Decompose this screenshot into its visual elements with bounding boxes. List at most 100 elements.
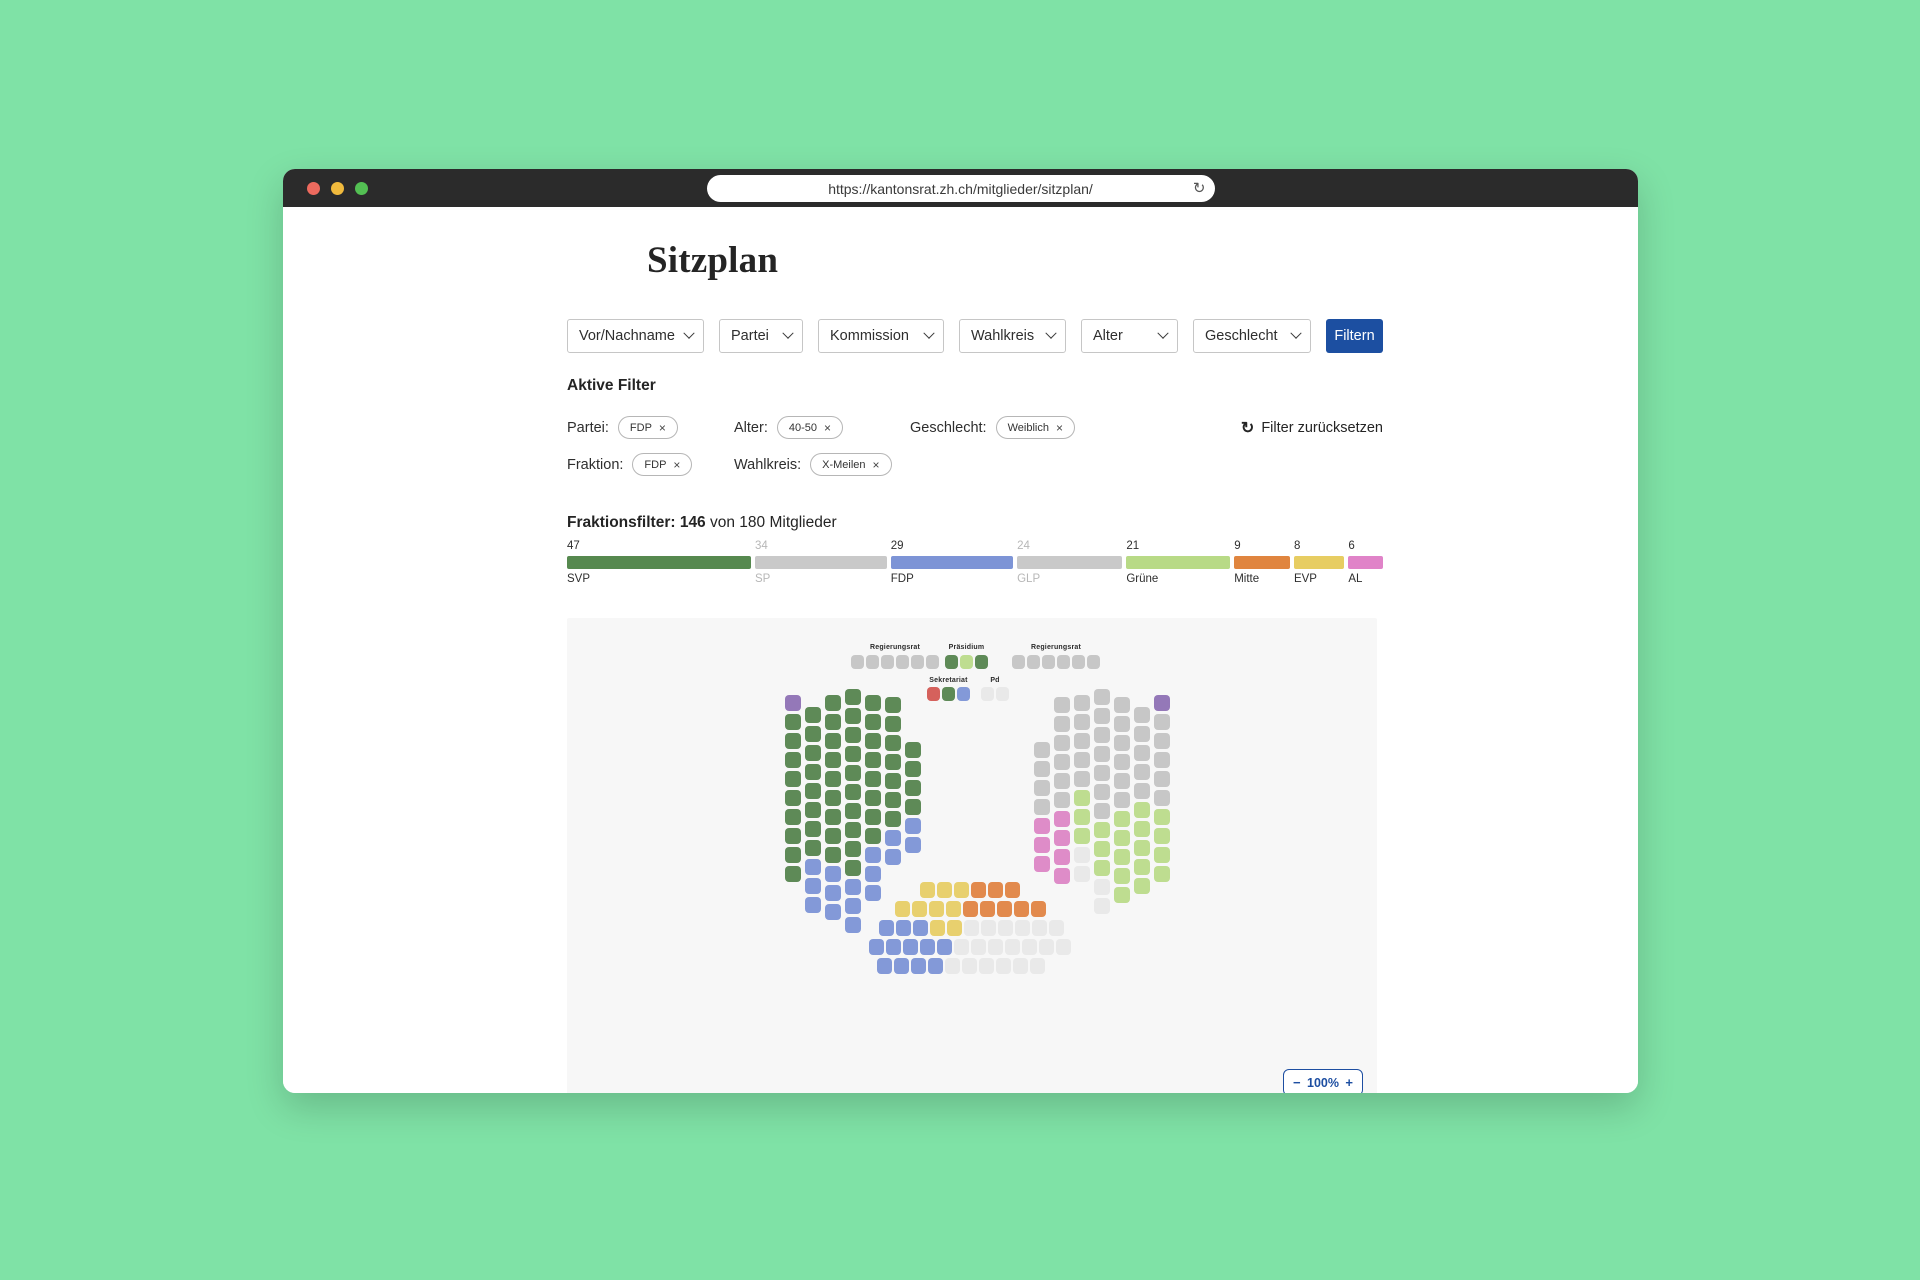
seat[interactable] [805, 783, 821, 799]
chip-remove-icon[interactable]: × [1055, 420, 1063, 435]
seat[interactable] [1034, 856, 1050, 872]
seat[interactable] [905, 818, 921, 834]
seat[interactable] [845, 784, 861, 800]
seat[interactable] [785, 714, 801, 730]
seat[interactable] [1134, 859, 1150, 875]
seat[interactable] [865, 695, 881, 711]
seat[interactable] [1054, 792, 1070, 808]
seat[interactable] [988, 939, 1003, 955]
seat[interactable] [1114, 716, 1130, 732]
seat[interactable] [960, 655, 973, 669]
seat[interactable] [1134, 878, 1150, 894]
seat[interactable] [957, 687, 970, 701]
seat[interactable] [1094, 689, 1110, 705]
seat[interactable] [877, 958, 892, 974]
seat[interactable] [1094, 765, 1110, 781]
zoom-in-button[interactable]: + [1345, 1075, 1353, 1090]
seat[interactable] [1049, 920, 1064, 936]
chip-remove-icon[interactable]: × [673, 457, 681, 472]
seat[interactable] [963, 901, 978, 917]
seat[interactable] [905, 780, 921, 796]
seat[interactable] [845, 898, 861, 914]
seat[interactable] [1114, 754, 1130, 770]
seat[interactable] [805, 821, 821, 837]
seat[interactable] [805, 764, 821, 780]
seat[interactable] [1013, 958, 1028, 974]
seat[interactable] [996, 958, 1011, 974]
seat[interactable] [1074, 733, 1090, 749]
seat[interactable] [845, 822, 861, 838]
seat[interactable] [945, 655, 958, 669]
seat[interactable] [865, 771, 881, 787]
seat[interactable] [845, 708, 861, 724]
segment-bar[interactable] [1017, 556, 1123, 569]
url-text[interactable]: https://kantonsrat.zh.ch/mitglieder/sitz… [828, 180, 1093, 197]
seat[interactable] [1031, 901, 1046, 917]
seat[interactable] [1074, 752, 1090, 768]
seat[interactable] [971, 939, 986, 955]
seat[interactable] [979, 958, 994, 974]
reset-filters-button[interactable]: ↻ Filter zurücksetzen [1241, 418, 1383, 438]
seat[interactable] [1114, 735, 1130, 751]
seat[interactable] [998, 920, 1013, 936]
seat[interactable] [926, 655, 939, 669]
seat[interactable] [1134, 745, 1150, 761]
seat[interactable] [879, 920, 894, 936]
filter-dropdown-geschlecht[interactable]: Geschlecht [1193, 319, 1311, 353]
seat[interactable] [896, 920, 911, 936]
seat[interactable] [865, 885, 881, 901]
segment-bar[interactable] [1126, 556, 1231, 569]
seat[interactable] [1034, 837, 1050, 853]
seat[interactable] [1034, 799, 1050, 815]
seat[interactable] [946, 901, 961, 917]
seat[interactable] [1054, 754, 1070, 770]
seat[interactable] [1094, 784, 1110, 800]
seat[interactable] [997, 901, 1012, 917]
seat[interactable] [1154, 828, 1170, 844]
seat[interactable] [825, 714, 841, 730]
seat[interactable] [920, 882, 935, 898]
seat[interactable] [1154, 866, 1170, 882]
seat[interactable] [928, 958, 943, 974]
seat[interactable] [805, 897, 821, 913]
seat[interactable] [785, 866, 801, 882]
seat[interactable] [905, 761, 921, 777]
seat[interactable] [845, 689, 861, 705]
seat[interactable] [785, 771, 801, 787]
seat[interactable] [805, 726, 821, 742]
seat[interactable] [1034, 742, 1050, 758]
minimize-button[interactable] [331, 181, 344, 195]
seat[interactable] [913, 920, 928, 936]
seat[interactable] [1094, 860, 1110, 876]
seat[interactable] [845, 803, 861, 819]
filter-dropdown-kommission[interactable]: Kommission [818, 319, 944, 353]
segment-bar[interactable] [1293, 556, 1345, 569]
seat[interactable] [1094, 822, 1110, 838]
fraction-bar-segment-svp[interactable]: 47 SVP [567, 540, 751, 585]
seat[interactable] [975, 655, 988, 669]
seat[interactable] [912, 901, 927, 917]
seat[interactable] [929, 901, 944, 917]
seat[interactable] [962, 958, 977, 974]
seat[interactable] [865, 866, 881, 882]
seat[interactable] [1015, 920, 1030, 936]
seat[interactable] [885, 716, 901, 732]
seat[interactable] [1154, 809, 1170, 825]
seat[interactable] [1134, 726, 1150, 742]
seat[interactable] [927, 687, 940, 701]
seat[interactable] [911, 655, 924, 669]
chip-remove-icon[interactable]: × [658, 420, 666, 435]
seat[interactable] [845, 917, 861, 933]
seat[interactable] [885, 849, 901, 865]
seat[interactable] [1114, 773, 1130, 789]
seat[interactable] [886, 939, 901, 955]
seat[interactable] [1087, 655, 1100, 669]
segment-bar[interactable] [567, 556, 751, 569]
seat[interactable] [885, 792, 901, 808]
seat[interactable] [785, 809, 801, 825]
seat[interactable] [1154, 752, 1170, 768]
seat[interactable] [1134, 840, 1150, 856]
seat[interactable] [865, 752, 881, 768]
fraction-bar-segment-mitte[interactable]: 9 Mitte [1234, 540, 1290, 585]
close-button[interactable] [307, 181, 320, 195]
